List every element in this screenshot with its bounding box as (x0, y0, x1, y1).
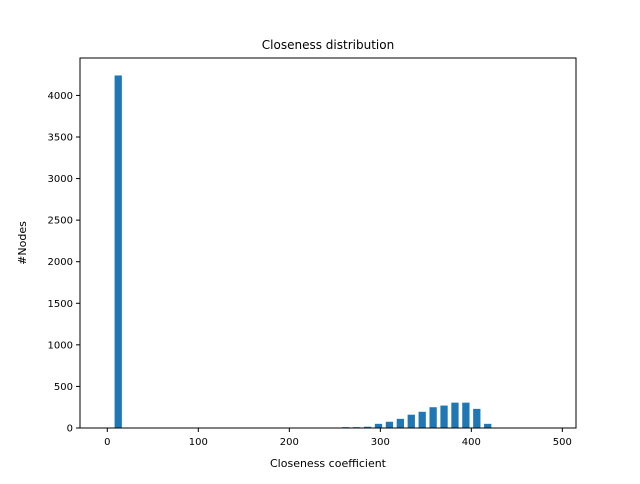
bar (396, 418, 404, 428)
ticks-layer: 0 100 200 300 400 500 0 500 1000 1500 2000 2500 3000… (48, 91, 572, 448)
bar (385, 421, 394, 428)
bar (363, 426, 372, 428)
bar (407, 414, 415, 428)
x-tick-label: 500 (553, 437, 572, 448)
y-tick-label: 500 (54, 382, 73, 393)
x-tick-label: 200 (280, 437, 299, 448)
bar (440, 405, 448, 428)
x-tick-label: 0 (104, 437, 110, 448)
bar (451, 402, 459, 428)
y-tick-label: 2000 (48, 257, 73, 268)
y-tick-label: 2500 (48, 216, 73, 227)
x-tick-label: 300 (371, 437, 390, 448)
plot-frame (79, 57, 577, 429)
bar (429, 407, 437, 428)
bars-layer (114, 75, 492, 429)
y-axis-label: #Nodes (16, 221, 29, 265)
y-tick-label: 0 (67, 424, 73, 435)
bar (418, 411, 426, 428)
y-tick-label: 1000 (48, 340, 73, 351)
y-tick-label: 3000 (48, 174, 73, 185)
bar (114, 75, 122, 429)
bar (473, 408, 481, 428)
y-tick-label: 3500 (48, 132, 73, 143)
bar (374, 423, 383, 428)
bar (484, 423, 492, 428)
x-axis-label: Closeness coefficient (270, 457, 387, 470)
chart-title: Closeness distribution (262, 38, 394, 52)
y-tick-label: 1500 (48, 299, 73, 310)
x-tick-label: 100 (189, 437, 208, 448)
x-tick-label: 400 (462, 437, 481, 448)
y-tick-label: 4000 (48, 91, 73, 102)
bar (462, 402, 470, 428)
